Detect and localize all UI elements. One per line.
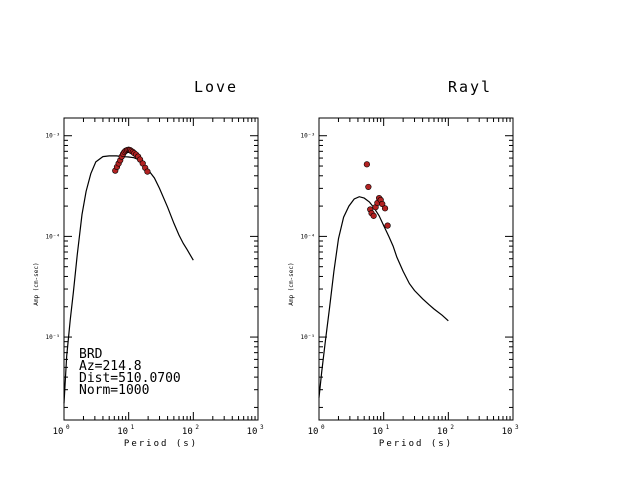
x-tick-label-exp: 3 <box>260 424 264 431</box>
x-tick-label-base: 10 <box>53 427 64 437</box>
x-tick-label-base: 10 <box>308 427 319 437</box>
x-tick-label-base: 10 <box>372 427 383 437</box>
series-scatter <box>363 161 391 229</box>
info-line: Dist=510.0700 <box>79 371 181 386</box>
data-point <box>144 168 151 175</box>
x-tick-label-base: 10 <box>247 427 258 437</box>
series-line <box>318 196 449 398</box>
x-tick-label-exp: 3 <box>515 424 519 431</box>
series-line <box>63 155 194 404</box>
y-tick-label: 10⁻⁵ <box>301 334 315 341</box>
info-line: Norm=1000 <box>79 383 149 398</box>
info-line: BRD <box>79 347 103 362</box>
x-tick-label: 10 1 <box>372 424 389 437</box>
y-tick-label: 10⁻⁵ <box>46 334 60 341</box>
x-tick-label: 10 2 <box>437 424 454 437</box>
x-tick-label-base: 10 <box>182 427 193 437</box>
data-point <box>365 183 372 191</box>
x-tick-label: 10 2 <box>182 424 199 437</box>
x-axis-label: Period (s) <box>379 439 453 449</box>
chart-title: Rayl <box>448 78 492 96</box>
data-point <box>363 161 370 168</box>
x-tick-label-exp: 2 <box>195 424 199 431</box>
x-tick-label-base: 10 <box>117 427 128 437</box>
y-tick-label: 10⁻⁴ <box>46 233 60 240</box>
x-axis-label: Period (s) <box>124 439 198 449</box>
x-tick-label: 10 0 <box>308 424 325 437</box>
y-tick-label: 10⁻³ <box>301 133 315 140</box>
x-tick-label-exp: 2 <box>450 424 454 431</box>
plot-frame <box>318 117 514 421</box>
data-point <box>379 200 386 208</box>
x-tick-label-exp: 1 <box>131 424 135 431</box>
x-tick-label: 10 1 <box>117 424 134 437</box>
plot-frame <box>63 117 259 421</box>
x-tick-label: 10 3 <box>247 424 264 437</box>
series-scatter <box>112 146 151 175</box>
y-tick-label: 10⁻⁴ <box>301 233 315 240</box>
x-tick-label: 10 0 <box>53 424 70 437</box>
data-point <box>370 212 377 219</box>
info-line: Az=214.8 <box>79 359 142 374</box>
x-tick-label-exp: 0 <box>321 424 325 431</box>
x-tick-label-base: 10 <box>437 427 448 437</box>
y-axis-label: Amp (cm-sec) <box>288 262 295 305</box>
x-tick-label-exp: 1 <box>386 424 390 431</box>
chart-title: Love <box>194 78 238 96</box>
y-axis-label: Amp (cm-sec) <box>33 262 40 305</box>
x-tick-label-exp: 0 <box>66 424 70 431</box>
data-point <box>384 222 391 229</box>
y-tick-label: 10⁻³ <box>46 133 60 140</box>
x-tick-label-base: 10 <box>502 427 513 437</box>
data-point <box>381 205 389 212</box>
x-tick-label: 10 3 <box>502 424 519 437</box>
